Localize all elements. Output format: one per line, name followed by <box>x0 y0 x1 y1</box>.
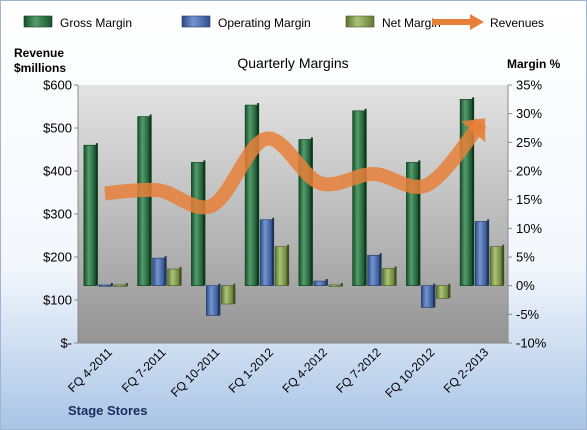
left-axis-label: Revenue <box>14 46 64 60</box>
right-axis-tick-label: 15% <box>516 192 542 207</box>
right-axis-tick-label: 0% <box>516 278 535 293</box>
bar-side-operating-margin <box>164 256 167 286</box>
legend-label: Net Margin <box>382 16 441 30</box>
bar-side-net-margin <box>448 283 451 299</box>
right-axis-tick-label: 25% <box>516 135 542 150</box>
right-axis-tick-label: -5% <box>516 307 540 322</box>
bar-operating-margin <box>313 280 327 286</box>
bar-operating-margin <box>367 254 380 286</box>
legend-swatch-net-margin <box>345 15 375 28</box>
bar-side-operating-margin <box>218 283 221 316</box>
bar-side-net-margin <box>179 267 182 286</box>
bar-side-operating-margin <box>433 283 436 308</box>
left-axis-tick-label: $300 <box>43 207 72 222</box>
right-axis-tick-label: 35% <box>516 78 542 93</box>
legend-label: Gross Margin <box>60 16 132 30</box>
bar-side-operating-margin <box>379 253 382 286</box>
bar-side-gross-margin <box>418 160 421 286</box>
bar-net-margin <box>167 268 180 286</box>
right-axis-tick-label: -10% <box>516 336 547 351</box>
bar-net-margin <box>274 246 288 286</box>
bar-side-net-margin <box>287 244 290 286</box>
bar-net-margin <box>221 285 234 305</box>
right-axis-label: Margin % <box>507 57 561 71</box>
bar-side-operating-margin <box>272 217 275 286</box>
bar-side-operating-margin <box>325 279 328 286</box>
chart-title: Quarterly Margins <box>237 55 348 71</box>
left-axis-tick-label: $400 <box>43 164 72 179</box>
bar-net-margin <box>113 284 127 287</box>
bar-operating-margin <box>259 219 273 286</box>
right-axis-tick-label: 10% <box>516 221 542 236</box>
bar-side-operating-margin <box>487 219 490 286</box>
bar-gross-margin <box>83 144 97 286</box>
bar-operating-margin <box>206 285 219 316</box>
left-axis-tick-label: $600 <box>43 78 72 93</box>
bar-side-gross-margin <box>472 97 475 286</box>
bar-net-margin <box>489 246 503 286</box>
right-axis-tick-label: 20% <box>516 164 542 179</box>
left-axis-tick-label: $200 <box>43 250 72 265</box>
bar-side-gross-margin <box>364 108 367 286</box>
bar-side-gross-margin <box>95 143 98 286</box>
bar-gross-margin <box>244 104 258 286</box>
bar-operating-margin <box>98 284 112 287</box>
legend-swatch-operating-margin <box>181 15 211 28</box>
bar-side-net-margin <box>233 283 236 305</box>
legend-label: Operating Margin <box>218 16 311 30</box>
legend-swatch-revenues-arrow <box>470 14 484 30</box>
footer-label: Stage Stores <box>68 403 147 418</box>
right-axis-tick-label: 30% <box>516 106 542 121</box>
bar-operating-margin <box>421 285 434 308</box>
bar-gross-margin <box>352 110 365 286</box>
bar-net-margin <box>382 268 395 286</box>
left-axis-tick-label: $100 <box>43 293 72 308</box>
bar-side-net-margin <box>125 282 128 287</box>
right-axis-tick-label: 5% <box>516 250 535 265</box>
bar-side-net-margin <box>394 266 397 286</box>
revenues-line-arrowhead <box>461 118 486 143</box>
bar-side-gross-margin <box>257 103 260 286</box>
left-axis-tick-label: $- <box>60 336 72 351</box>
bar-side-net-margin <box>502 244 505 286</box>
left-axis-label-unit: $millions <box>14 61 66 75</box>
bar-side-operating-margin <box>110 282 113 287</box>
legend-label: Revenues <box>490 16 544 30</box>
bar-net-margin <box>328 284 342 287</box>
bar-side-gross-margin <box>149 114 152 286</box>
bar-gross-margin <box>137 116 150 286</box>
bar-side-net-margin <box>340 282 343 287</box>
legend-swatch-gross-margin <box>23 15 53 28</box>
bar-net-margin <box>436 285 449 299</box>
revenues-line <box>104 118 487 215</box>
bar-side-gross-margin <box>310 137 313 286</box>
bar-operating-margin <box>152 257 165 286</box>
bar-operating-margin <box>474 221 488 286</box>
bar-side-gross-margin <box>203 160 206 286</box>
left-axis-tick-label: $500 <box>43 121 72 136</box>
bar-gross-margin <box>191 162 204 286</box>
